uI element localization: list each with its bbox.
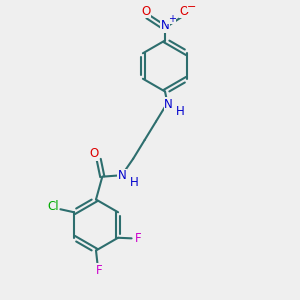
Text: H: H bbox=[130, 176, 139, 189]
Text: O: O bbox=[142, 4, 151, 18]
Text: O: O bbox=[89, 147, 98, 161]
Text: O: O bbox=[179, 4, 188, 18]
Text: Cl: Cl bbox=[47, 200, 59, 213]
Text: F: F bbox=[96, 263, 102, 277]
Text: +: + bbox=[168, 14, 176, 24]
Text: N: N bbox=[164, 98, 173, 111]
Text: H: H bbox=[176, 105, 184, 118]
Text: N: N bbox=[118, 169, 127, 182]
Text: −: − bbox=[187, 2, 197, 12]
Text: N: N bbox=[160, 19, 169, 32]
Text: F: F bbox=[135, 232, 142, 245]
